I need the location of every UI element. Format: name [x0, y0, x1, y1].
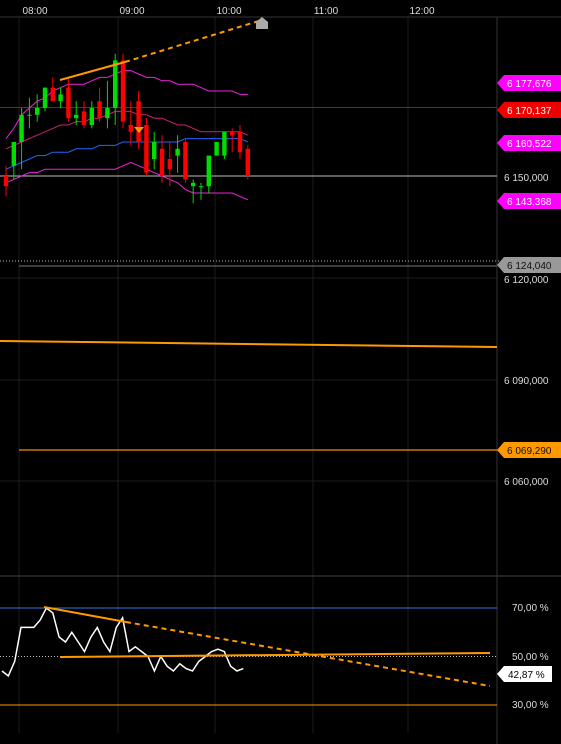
candle-body-9	[74, 114, 79, 119]
price-tag-bg-5	[497, 442, 561, 458]
oscillator-panel	[0, 606, 497, 706]
oscillator-line	[1, 606, 244, 678]
candle-body-21	[167, 159, 172, 170]
price-tag-2: 6 160,522	[507, 139, 552, 150]
candle-body-4	[35, 108, 40, 115]
candle-body-22	[175, 148, 180, 156]
osc-tick-1: 50,00 %	[512, 652, 549, 663]
candle-body-28	[222, 131, 227, 156]
candle-body-12	[97, 101, 102, 119]
candle-body-31	[245, 148, 250, 176]
price-axis: 6 150,000 6 120,000 6 090,000 6 060,000 70,0…	[504, 173, 549, 711]
time-label-2: 10:00	[216, 6, 241, 17]
price-trend-projection	[124, 19, 263, 63]
osc-current-tag: 42,87 %	[508, 670, 545, 681]
time-axis: 08:00 09:00 10:00 11:00 12:00	[22, 6, 434, 17]
candle-body-23	[183, 142, 188, 180]
moving-average	[5, 138, 248, 170]
price-tag-1: 6 170,137	[507, 106, 552, 117]
alert-marker	[256, 17, 268, 29]
time-label-1: 09:00	[119, 6, 144, 17]
candle-body-3	[27, 114, 32, 116]
price-tag-bg-2	[497, 135, 561, 151]
price-tick-2: 6 090,000	[504, 376, 549, 387]
candle-body-24	[191, 182, 196, 187]
price-tag-3: 6 143,368	[507, 197, 552, 208]
candle-body-26	[206, 155, 211, 187]
price-tag-bg-3	[497, 193, 561, 209]
price-tag-bg-4	[497, 257, 561, 273]
candle-body-1	[11, 142, 16, 166]
candle-body-16	[128, 125, 133, 132]
candle-body-29	[230, 131, 235, 136]
grid	[0, 16, 561, 744]
candle-body-6	[50, 87, 55, 102]
trend-line-orange	[0, 340, 498, 348]
osc-tick-0: 70,00 %	[512, 603, 549, 614]
candle-body-25	[198, 186, 204, 188]
candle-body-7	[58, 94, 63, 102]
osc-tick-2: 30,00 %	[512, 700, 549, 711]
time-label-0: 08:00	[22, 6, 47, 17]
candle-body-17	[136, 101, 141, 142]
candle-body-0	[3, 176, 9, 187]
candle-body-14	[113, 60, 118, 108]
time-label-4: 12:00	[409, 6, 434, 17]
bollinger-middle	[5, 110, 248, 150]
price-tag-5: 6 069,290	[507, 446, 552, 457]
price-tag-0: 6 177,676	[507, 79, 552, 90]
price-tick-3: 6 060,000	[504, 477, 549, 488]
signal-marker	[134, 127, 144, 133]
candle-body-20	[159, 148, 165, 176]
price-tag-bg-1	[497, 102, 561, 118]
price-tick-1: 6 120,000	[504, 275, 549, 286]
candle-body-13	[105, 108, 110, 119]
price-tags: 6 177,676 6 170,137 6 160,522 6 143,368 6 12…	[497, 75, 561, 682]
osc-horizontal-trend	[59, 652, 491, 658]
price-tag-4: 6 124,040	[507, 261, 552, 272]
time-label-3: 11:00	[314, 6, 339, 17]
bollinger-lower	[5, 161, 248, 201]
candle-body-30	[237, 131, 243, 153]
osc-tag-bg	[497, 666, 552, 682]
candle-body-11	[89, 108, 94, 125]
candle-body-2	[19, 114, 24, 142]
osc-trend-line	[43, 606, 127, 623]
price-tick-0: 6 150,000	[504, 173, 549, 184]
price-tag-bg-0	[497, 75, 561, 91]
price-panel	[0, 17, 500, 451]
candle-body-8	[66, 87, 71, 119]
candle-body-15	[120, 60, 126, 122]
candle-body-27	[214, 142, 219, 156]
candle-body-10	[81, 111, 87, 125]
candle-body-19	[152, 142, 157, 159]
price-trend-line	[59, 61, 126, 81]
candle-body-5	[42, 87, 48, 108]
candle-body-18	[144, 125, 149, 173]
